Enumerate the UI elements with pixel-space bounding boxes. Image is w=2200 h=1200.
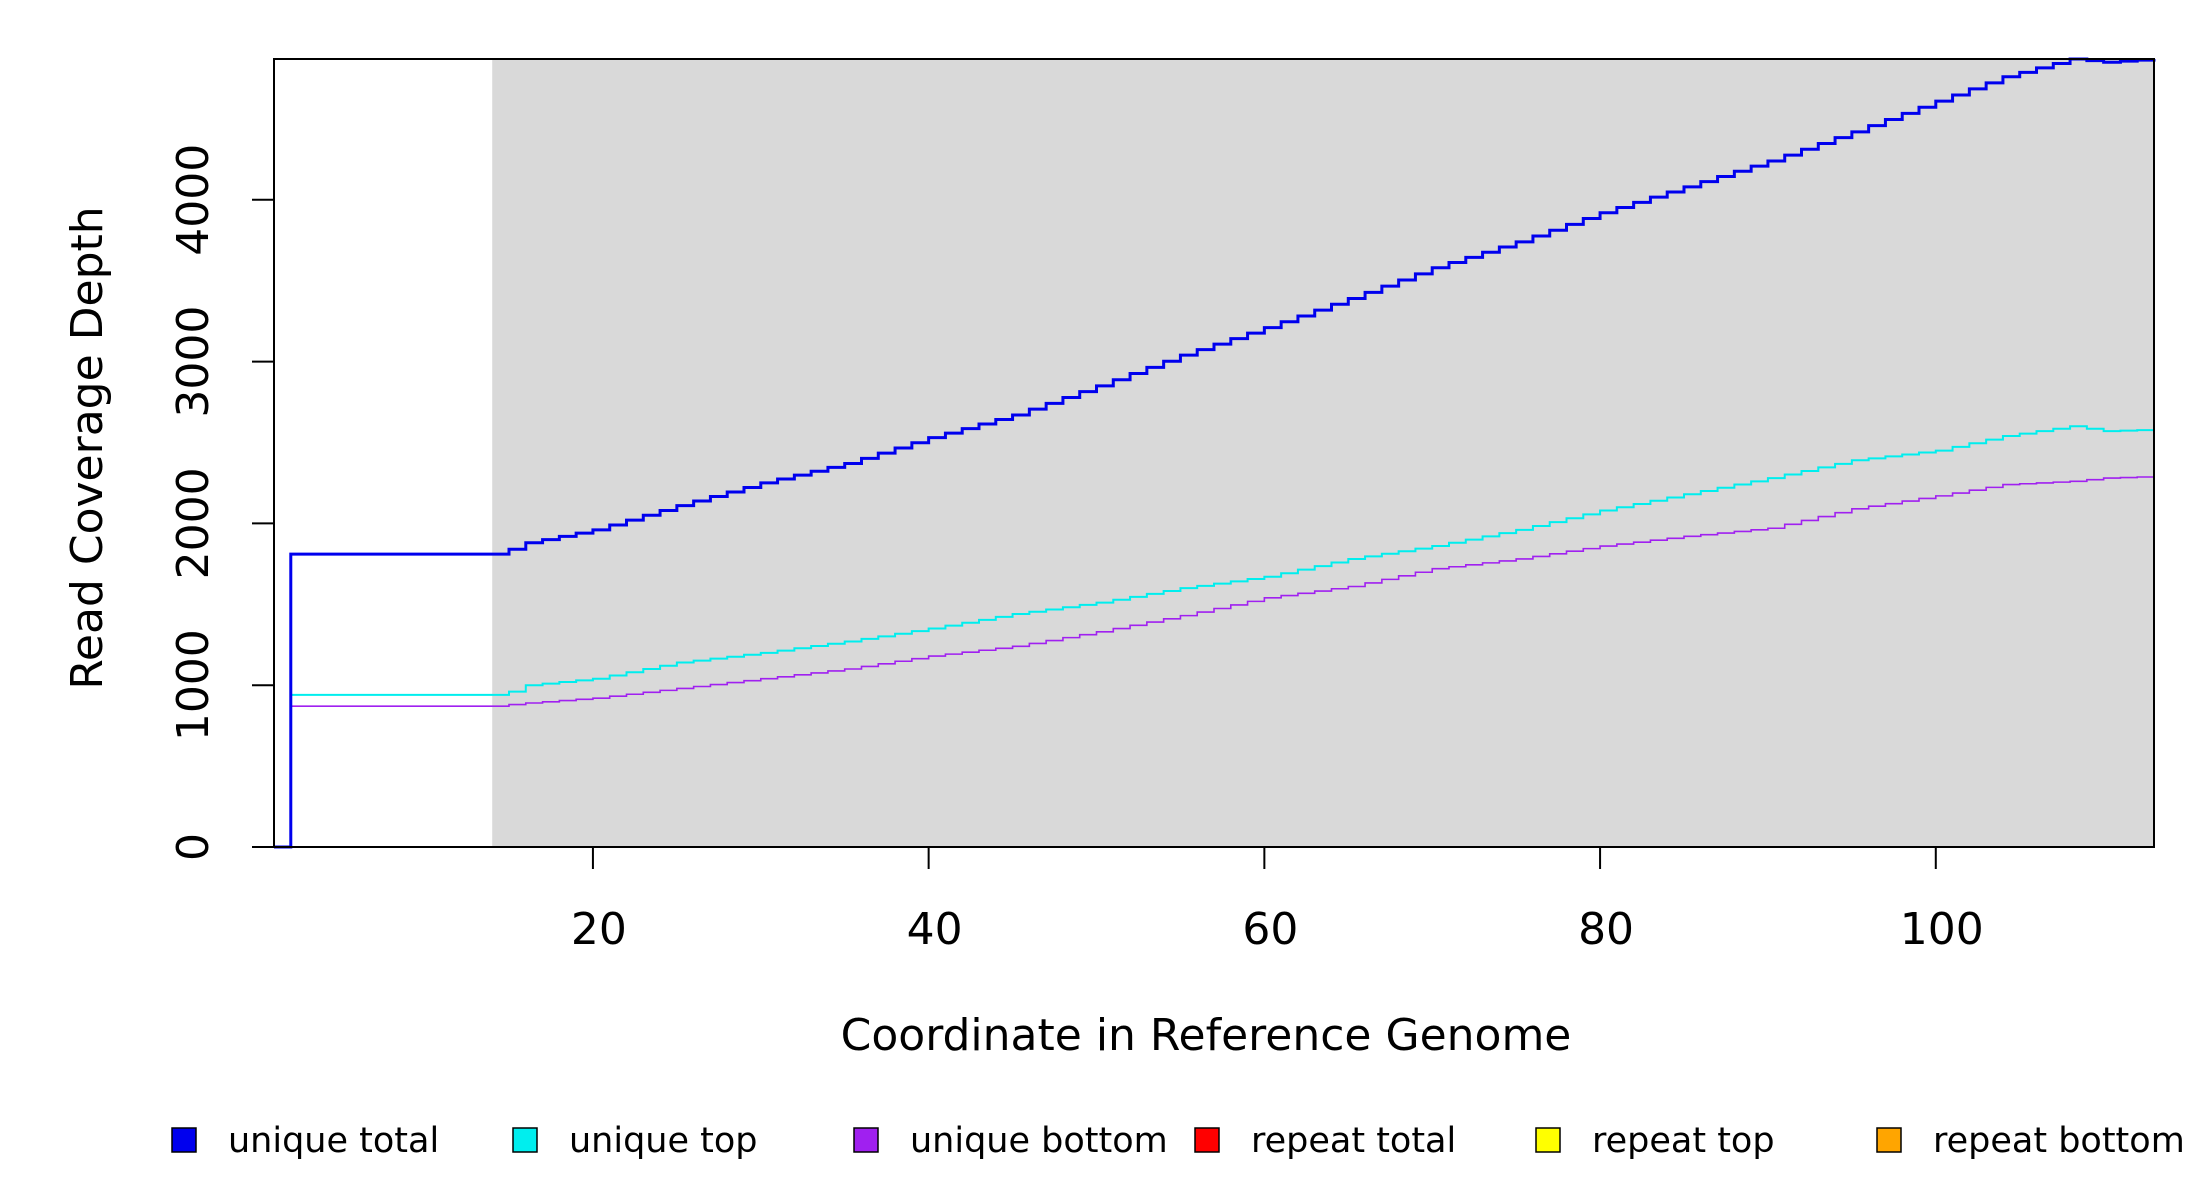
legend-label-unique-top: unique top xyxy=(569,1121,758,1161)
y-axis: 0 1000 2000 3000 4000 xyxy=(168,144,274,861)
legend-swatch-repeat-total xyxy=(1194,1127,1220,1153)
x-tick-label: 60 xyxy=(1242,904,1298,955)
y-tick-label: 4000 xyxy=(168,144,219,256)
series-line-unique-total xyxy=(274,57,2156,849)
shaded-region xyxy=(492,59,2154,847)
plot-frame xyxy=(273,58,2155,848)
legend: unique total unique top unique bottom repea… xyxy=(171,1121,2185,1161)
y-tick-label: 0 xyxy=(168,833,219,861)
legend-label-repeat-total: repeat total xyxy=(1251,1121,1456,1161)
y-axis-title: Read Coverage Depth xyxy=(62,206,113,689)
series-line-unique-top xyxy=(274,425,2155,848)
legend-swatch-unique-top xyxy=(512,1127,538,1153)
legend-label-unique-bottom: unique bottom xyxy=(910,1121,1168,1161)
x-tick-label: 40 xyxy=(907,904,963,955)
legend-swatch-repeat-bottom xyxy=(1876,1127,1902,1153)
legend-swatch-unique-total xyxy=(171,1127,197,1153)
legend-label-repeat-bottom: repeat bottom xyxy=(1933,1121,2185,1161)
legend-swatch-unique-bottom xyxy=(853,1127,879,1153)
y-tick-label: 3000 xyxy=(168,306,219,418)
x-tick-label: 80 xyxy=(1578,904,1634,955)
legend-swatch-repeat-top xyxy=(1535,1127,1561,1153)
x-tick-label: 20 xyxy=(571,904,627,955)
x-axis-title: Coordinate in Reference Genome xyxy=(841,1010,1572,1061)
y-tick-label: 1000 xyxy=(168,629,219,741)
y-tick-label: 2000 xyxy=(168,467,219,579)
series-line-unique-bottom xyxy=(274,476,2155,848)
x-tick-label: 100 xyxy=(1900,904,1984,955)
legend-label-repeat-top: repeat top xyxy=(1592,1121,1775,1161)
legend-label-unique-total: unique total xyxy=(228,1121,439,1161)
x-axis: 20 40 60 80 100 xyxy=(571,847,1984,955)
